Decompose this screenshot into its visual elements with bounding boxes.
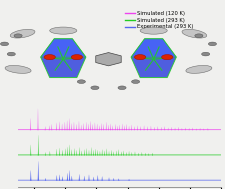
Polygon shape [130,39,176,77]
Ellipse shape [10,29,35,38]
Circle shape [14,34,22,38]
Circle shape [201,52,209,56]
Ellipse shape [140,27,166,34]
Circle shape [77,80,85,84]
Circle shape [44,55,55,60]
Circle shape [207,42,216,46]
Polygon shape [130,39,176,57]
Polygon shape [95,53,121,66]
Ellipse shape [50,27,76,34]
Polygon shape [40,39,86,77]
Ellipse shape [185,65,211,73]
Circle shape [71,55,82,60]
Circle shape [161,55,172,60]
Circle shape [134,55,145,60]
Ellipse shape [5,65,31,73]
Polygon shape [40,39,86,57]
Circle shape [0,42,9,46]
Legend: Simulated (120 K), Simulated (293 K), Experimental (293 K): Simulated (120 K), Simulated (293 K), Ex… [124,10,193,30]
Ellipse shape [181,29,206,38]
Circle shape [194,34,202,38]
Circle shape [117,86,126,90]
Circle shape [131,80,139,84]
Circle shape [90,86,99,90]
Circle shape [7,52,15,56]
